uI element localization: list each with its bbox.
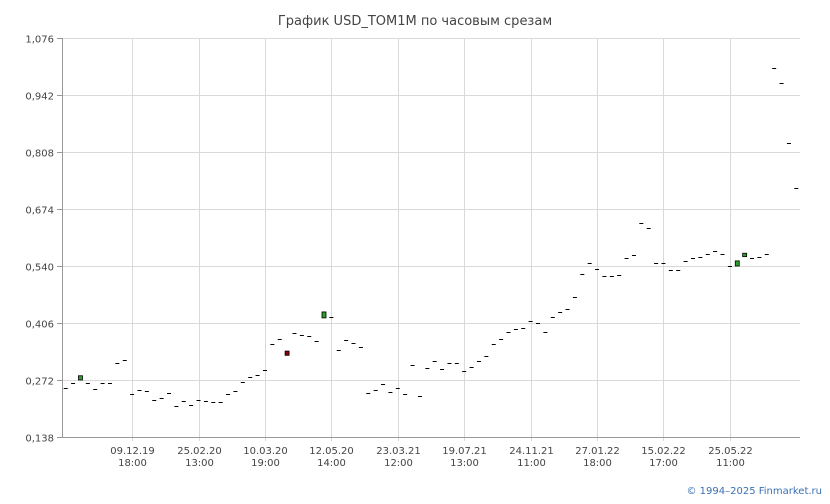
candle bbox=[742, 252, 748, 258]
y-tick-label: 0,540 bbox=[25, 263, 54, 274]
y-tick-label: 1,076 bbox=[25, 35, 54, 46]
x-tick-time: 11:00 bbox=[517, 458, 546, 469]
candle bbox=[321, 311, 327, 319]
y-tick-label: 0,674 bbox=[25, 206, 54, 217]
candle bbox=[78, 375, 83, 381]
y-tick-label: 0,808 bbox=[25, 149, 54, 160]
candle bbox=[734, 260, 740, 267]
x-tick-date: 25.02.20 bbox=[177, 446, 222, 457]
x-tick-date: 15.02.22 bbox=[641, 446, 686, 457]
x-tick-time: 14:00 bbox=[317, 458, 346, 469]
y-tick-label: 0,942 bbox=[25, 92, 54, 103]
x-tick-date: 19.07.21 bbox=[442, 446, 487, 457]
axes: 1,076 0,942 0,808 0,674 0,540 0,406 0,272 0,138… bbox=[25, 35, 800, 469]
candle bbox=[284, 350, 290, 356]
copyright-link[interactable]: © 1994–2025 Finmarket.ru bbox=[686, 486, 822, 497]
chart-title: График USD_TOM1M по часовым срезам bbox=[278, 14, 552, 29]
x-tick-date: 23.03.21 bbox=[376, 446, 421, 457]
x-tick-time: 18:00 bbox=[583, 458, 612, 469]
x-tick-date: 10.03.20 bbox=[243, 446, 288, 457]
y-tick-label: 0,406 bbox=[25, 320, 54, 331]
x-tick-time: 12:00 bbox=[384, 458, 413, 469]
x-tick-time: 19:00 bbox=[251, 458, 280, 469]
x-tick-time: 13:00 bbox=[450, 458, 479, 469]
x-tick-time: 11:00 bbox=[716, 458, 745, 469]
y-tick-label: 0,272 bbox=[25, 377, 54, 388]
x-tick-date: 25.05.22 bbox=[708, 446, 753, 457]
x-tick-date: 09.12.19 bbox=[110, 446, 155, 457]
candles bbox=[63, 68, 799, 407]
grid bbox=[62, 38, 800, 441]
x-tick-time: 13:00 bbox=[185, 458, 214, 469]
x-tick-date: 24.11.21 bbox=[509, 446, 554, 457]
x-tick-date: 27.01.22 bbox=[575, 446, 620, 457]
x-tick-date: 12.05.20 bbox=[309, 446, 354, 457]
x-tick-time: 17:00 bbox=[649, 458, 678, 469]
y-tick-label: 0,138 bbox=[25, 434, 54, 445]
x-tick-time: 18:00 bbox=[118, 458, 147, 469]
